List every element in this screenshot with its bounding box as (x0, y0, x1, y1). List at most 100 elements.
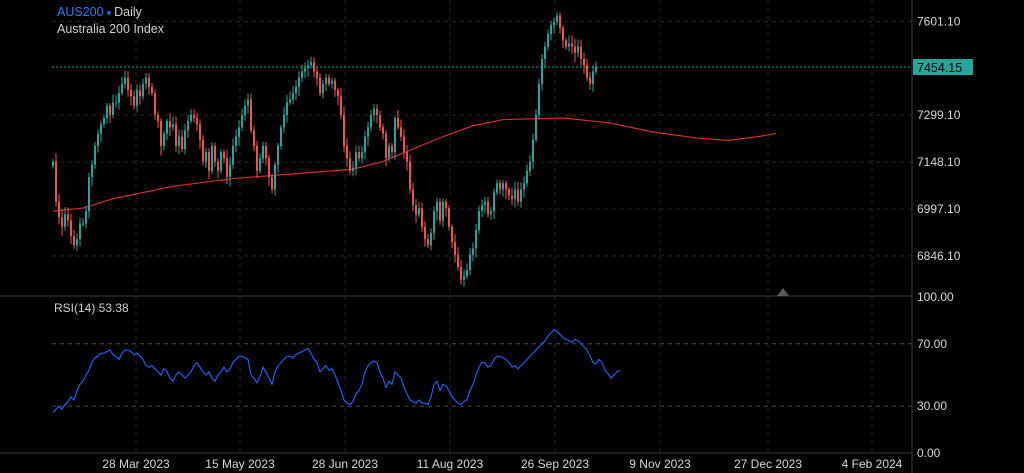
price-tick-label: 6846.10 (917, 249, 961, 263)
candle-body (562, 27, 564, 41)
price-tick-label: 7148.10 (917, 155, 961, 169)
candle-body (301, 71, 303, 78)
candle-body (139, 90, 141, 97)
candle-body (421, 208, 423, 227)
candle-body (352, 167, 354, 171)
candle-body (469, 254, 471, 271)
candle-body (463, 276, 465, 280)
candle-body (61, 217, 63, 227)
candle-body (406, 152, 408, 162)
candle-body (250, 99, 252, 131)
candle-body (214, 145, 216, 162)
candle-body (154, 93, 156, 115)
candle-body (256, 145, 258, 171)
candles-layer (52, 12, 597, 287)
candle-body (334, 80, 336, 91)
candle-body (517, 189, 519, 202)
candle-body (349, 158, 351, 171)
candle-body (97, 133, 99, 146)
candle-body (466, 270, 468, 277)
grid-lines (52, 0, 912, 453)
candle-body (130, 90, 132, 97)
candle-body (184, 130, 186, 150)
candle-body (445, 201, 447, 209)
candle-body (271, 177, 273, 190)
candle-body (283, 114, 285, 128)
candle-body (430, 232, 432, 246)
rsi-tick-label: 100.00 (917, 290, 954, 304)
candle-body (520, 189, 522, 202)
candle-body (340, 96, 342, 115)
candle-body (514, 189, 516, 199)
candle-body (319, 77, 321, 94)
candle-body (544, 46, 546, 59)
interval-label[interactable]: Daily (114, 5, 142, 19)
candle-body (238, 127, 240, 137)
candle-body (553, 21, 555, 25)
candle-body (559, 15, 561, 28)
candle-body (394, 118, 396, 153)
candle-body (580, 46, 582, 59)
candle-body (451, 226, 453, 243)
candle-body (418, 208, 420, 215)
instrument-header[interactable]: AUS200 ▾ Daily (57, 5, 142, 19)
candle-body (472, 248, 474, 255)
candle-body (493, 192, 495, 212)
candle-body (409, 161, 411, 190)
candle-body (286, 102, 288, 115)
candle-body (337, 90, 339, 97)
symbol-dropdown-icon[interactable]: ▾ (106, 8, 112, 18)
price-tick-label: 6997.10 (917, 202, 961, 216)
candle-body (487, 201, 489, 215)
price-tick-label: 7299.10 (917, 108, 961, 122)
candle-body (436, 201, 438, 212)
candle-body (505, 183, 507, 190)
candle-body (589, 77, 591, 84)
candle-body (400, 127, 402, 137)
candle-body (73, 236, 75, 246)
candle-body (220, 152, 222, 171)
candle-body (388, 145, 390, 159)
candle-body (475, 229, 477, 249)
candle-body (460, 267, 462, 280)
candle-body (586, 65, 588, 78)
candle-body (145, 77, 147, 84)
symbol-label[interactable]: AUS200 (57, 5, 104, 19)
time-tick-label: 26 Sep 2023 (521, 457, 589, 471)
candle-body (232, 145, 234, 165)
time-tick-label: 28 Mar 2023 (102, 457, 170, 471)
candle-body (457, 254, 459, 268)
candle-body (166, 121, 168, 134)
candle-body (58, 201, 60, 218)
candle-body (88, 177, 90, 212)
candle-body (547, 34, 549, 47)
price-tick-label: 7601.10 (917, 14, 961, 28)
candle-body (187, 121, 189, 131)
candle-body (169, 121, 171, 128)
candle-body (361, 152, 363, 159)
candle-body (67, 214, 69, 221)
candle-body (193, 114, 195, 118)
candle-body (247, 99, 249, 106)
candle-body (391, 145, 393, 153)
candle-body (433, 211, 435, 233)
candle-body (424, 226, 426, 240)
candle-body (550, 24, 552, 35)
candle-body (94, 145, 96, 165)
axes-layer: 7601.10 7299.10 7148.10 6997.10 6846.10 28 Ma… (0, 0, 973, 473)
rsi-line (52, 329, 621, 413)
candle-body (403, 136, 405, 153)
candle-body (490, 211, 492, 215)
last-price-tag (913, 59, 973, 76)
candle-body (79, 223, 81, 240)
candle-body (115, 102, 117, 104)
candle-body (496, 183, 498, 193)
candle-body (70, 220, 72, 236)
candle-body (76, 239, 78, 246)
candle-body (280, 127, 282, 146)
moving-average-layer (52, 117, 777, 212)
rsi-tick-label: 70.00 (917, 337, 947, 351)
time-tick-label: 9 Nov 2023 (629, 457, 691, 471)
candle-body (322, 83, 324, 94)
